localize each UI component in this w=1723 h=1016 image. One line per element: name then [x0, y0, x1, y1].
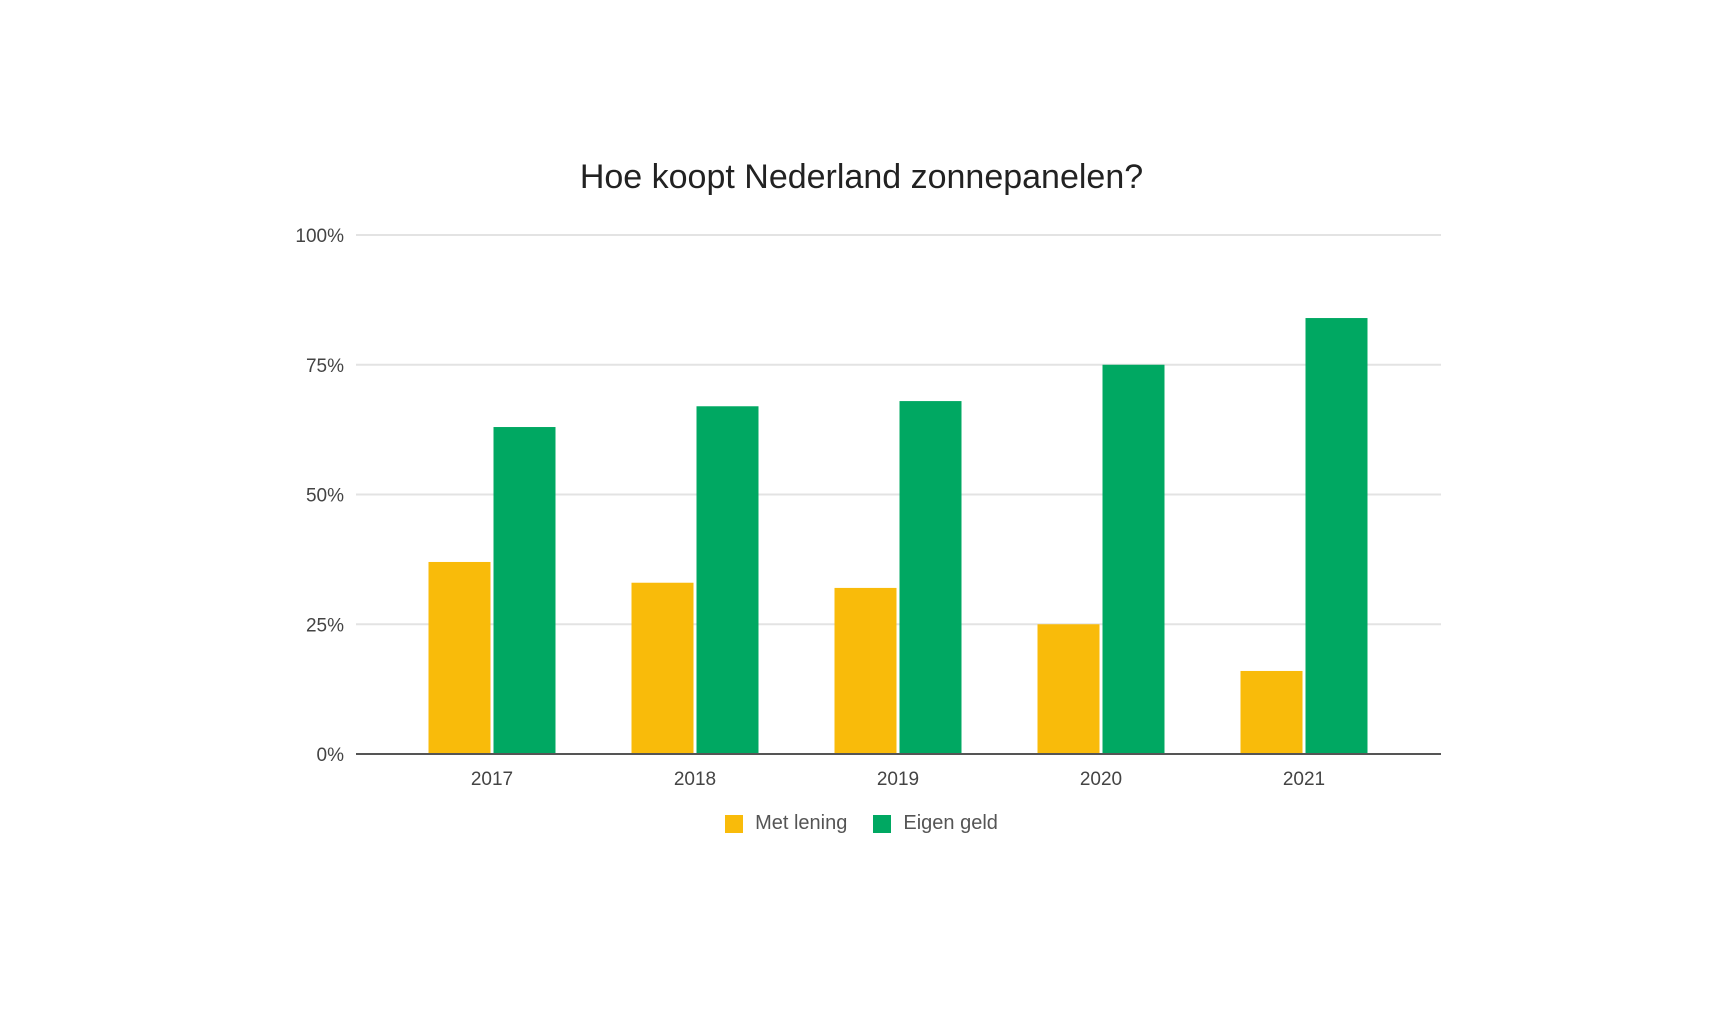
x-tick-label: 2021 — [1283, 769, 1325, 790]
legend-label: Eigen geld — [903, 812, 998, 834]
bar-eigen-geld-2019 — [899, 401, 962, 754]
x-tick-label: 2020 — [1080, 769, 1122, 790]
bar-met-lening-2020 — [1037, 624, 1100, 754]
bar-eigen-geld-2020 — [1102, 364, 1165, 754]
bar-met-lening-2021 — [1240, 670, 1303, 754]
legend-item-met-lening: Met lening — [725, 812, 847, 835]
x-tick-label: 2018 — [674, 769, 716, 790]
x-tick-label: 2019 — [877, 769, 919, 790]
legend-item-eigen-geld: Eigen geld — [873, 812, 998, 835]
bar-met-lening-2017 — [428, 561, 491, 754]
y-tick-label: 50% — [306, 486, 344, 507]
x-tick-label: 2017 — [471, 769, 513, 790]
legend-label: Met lening — [755, 812, 848, 834]
chart-title: Hoe koopt Nederland zonnepanelen? — [579, 158, 1144, 196]
bar-eigen-geld-2018 — [696, 406, 759, 754]
y-tick-label: 75% — [306, 356, 344, 377]
y-tick-label: 0% — [317, 745, 345, 766]
bar-eigen-geld-2017 — [493, 427, 556, 754]
legend-swatch-eigen-geld — [873, 814, 892, 833]
legend-swatch-met-lening — [725, 814, 744, 833]
y-tick-label: 25% — [306, 615, 344, 636]
y-tick-label: 100% — [295, 226, 344, 247]
bar-met-lening-2018 — [631, 582, 694, 754]
bar-met-lening-2019 — [834, 587, 897, 754]
bar-eigen-geld-2021 — [1305, 318, 1368, 754]
legend: Met lening Eigen geld — [0, 812, 1723, 835]
